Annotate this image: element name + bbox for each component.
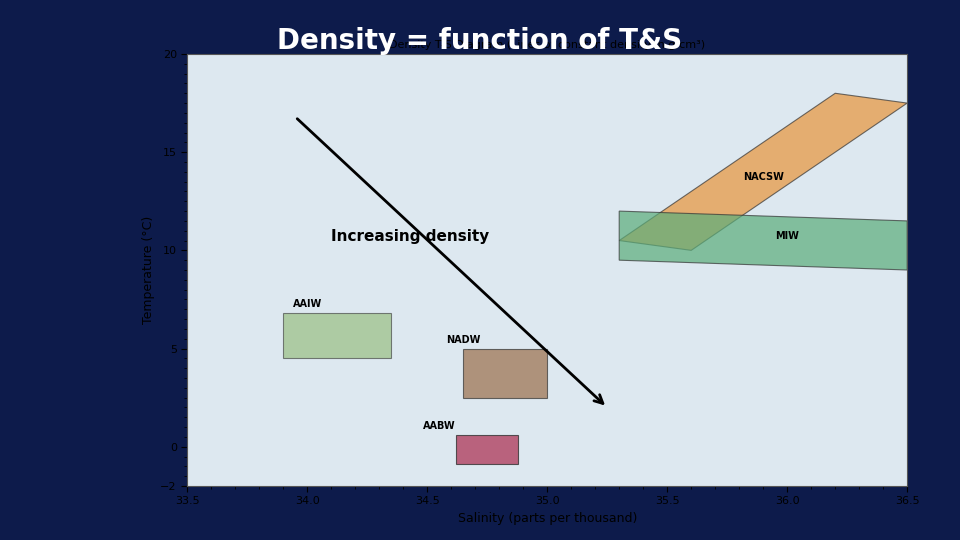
Text: AAIW: AAIW: [293, 299, 322, 309]
Polygon shape: [463, 348, 547, 397]
Polygon shape: [456, 435, 518, 464]
Text: Increasing density: Increasing density: [331, 228, 490, 244]
Text: Density = function of T&S: Density = function of T&S: [277, 27, 683, 55]
Title: Density T-S Diagram (Lines of constant density in g/cm³): Density T-S Diagram (Lines of constant d…: [389, 40, 706, 50]
Polygon shape: [283, 313, 391, 359]
Text: AABW: AABW: [423, 421, 455, 431]
Text: MIW: MIW: [776, 231, 799, 240]
X-axis label: Salinity (parts per thousand): Salinity (parts per thousand): [458, 512, 636, 525]
Y-axis label: Temperature (°C): Temperature (°C): [142, 216, 155, 324]
Polygon shape: [619, 93, 907, 251]
Text: NACSW: NACSW: [743, 172, 783, 181]
Text: NADW: NADW: [446, 335, 480, 345]
Polygon shape: [619, 211, 907, 270]
